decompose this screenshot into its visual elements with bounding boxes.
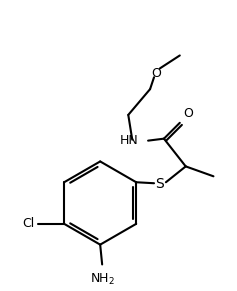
Text: S: S bbox=[156, 177, 164, 191]
Text: O: O bbox=[151, 67, 161, 80]
Text: Cl: Cl bbox=[22, 217, 34, 230]
Text: HN: HN bbox=[119, 134, 138, 147]
Text: O: O bbox=[183, 107, 193, 120]
Text: NH$_2$: NH$_2$ bbox=[90, 272, 115, 288]
